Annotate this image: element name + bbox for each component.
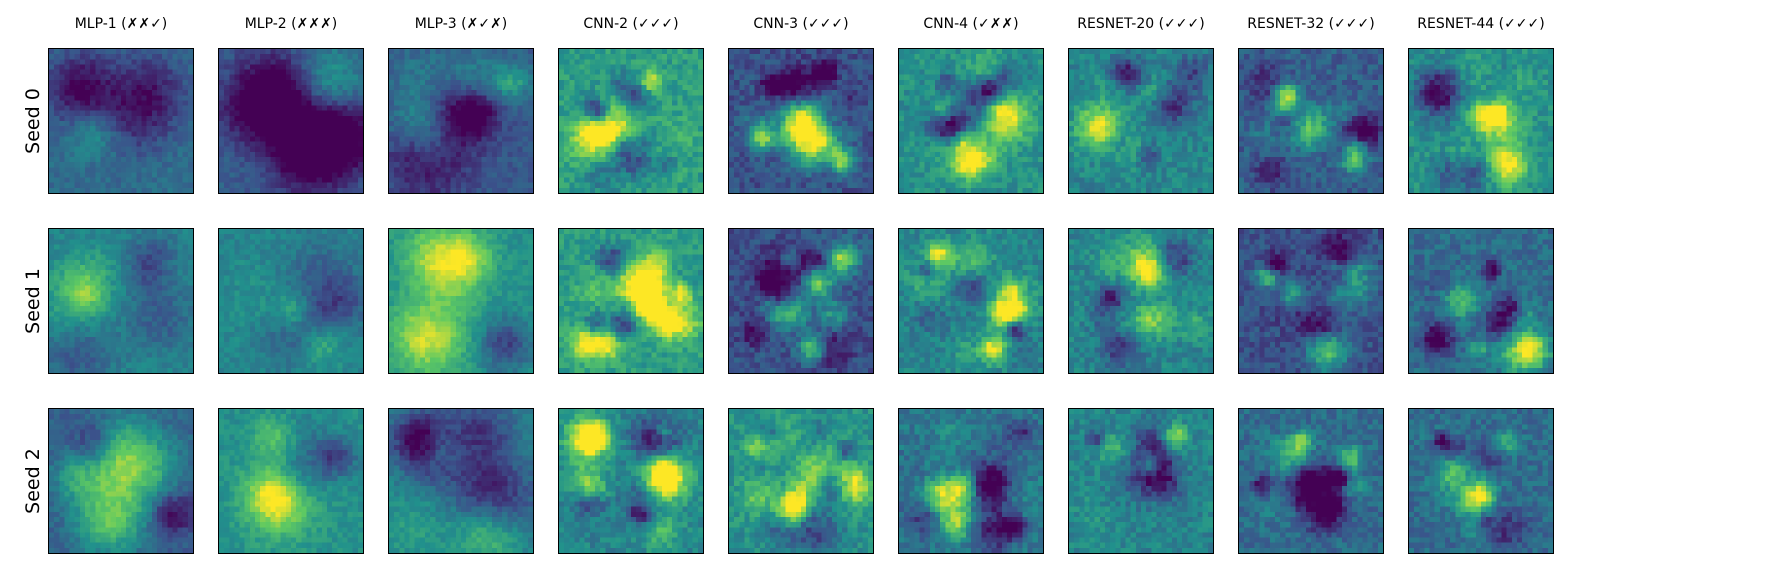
heatmap-panel xyxy=(728,408,874,554)
heatmap-image xyxy=(219,49,363,193)
heatmap-panel xyxy=(728,228,874,374)
heatmap-image xyxy=(729,49,873,193)
heatmap-panel xyxy=(1408,48,1554,194)
heatmap-image xyxy=(49,49,193,193)
row-label: Seed 1 xyxy=(18,228,48,374)
heatmap-image xyxy=(219,229,363,373)
heatmap-panel xyxy=(218,228,364,374)
heatmap-image xyxy=(1069,409,1213,553)
column-title: MLP-2 (✗✗✗) xyxy=(244,16,338,32)
heatmap-image xyxy=(729,409,873,553)
heatmap-panel xyxy=(388,408,534,554)
heatmap-image xyxy=(389,49,533,193)
column-title: CNN-4 (✓✗✗) xyxy=(923,16,1019,32)
heatmap-image xyxy=(559,49,703,193)
column-title: MLP-3 (✗✓✗) xyxy=(414,16,508,32)
heatmap-image xyxy=(559,229,703,373)
row-label-text: Seed 0 xyxy=(22,88,45,154)
heatmap-panel xyxy=(1068,48,1214,194)
heatmap-panel xyxy=(1068,408,1214,554)
heatmap-image xyxy=(389,229,533,373)
column-title: MLP-1 (✗✗✓) xyxy=(74,16,168,32)
column-title: RESNET-32 (✓✓✓) xyxy=(1247,16,1375,32)
column-title: RESNET-44 (✓✓✓) xyxy=(1417,16,1545,32)
heatmap-panel xyxy=(388,228,534,374)
column-title: CNN-3 (✓✓✓) xyxy=(753,16,849,32)
column-title: RESNET-20 (✓✓✓) xyxy=(1077,16,1205,32)
heatmap-panel xyxy=(218,408,364,554)
heatmap-panel xyxy=(1238,228,1384,374)
heatmap-image xyxy=(729,229,873,373)
heatmap-image xyxy=(1409,229,1553,373)
heatmap-panel xyxy=(48,228,194,374)
row-label-text: Seed 2 xyxy=(22,448,45,514)
heatmap-image xyxy=(1409,49,1553,193)
heatmap-panel xyxy=(1408,408,1554,554)
heatmap-panel xyxy=(558,408,704,554)
heatmap-image xyxy=(899,409,1043,553)
heatmap-panel xyxy=(558,228,704,374)
row-label-text: Seed 1 xyxy=(22,268,45,334)
heatmap-image xyxy=(389,409,533,553)
heatmap-image xyxy=(49,409,193,553)
row-label: Seed 0 xyxy=(18,48,48,194)
heatmap-panel xyxy=(388,48,534,194)
heatmap-panel xyxy=(1068,228,1214,374)
column-title: CNN-2 (✓✓✓) xyxy=(583,16,679,32)
heatmap-panel xyxy=(1238,48,1384,194)
heatmap-image xyxy=(1239,229,1383,373)
heatmap-image xyxy=(899,229,1043,373)
heatmap-image xyxy=(899,49,1043,193)
heatmap-image xyxy=(49,229,193,373)
heatmap-panel xyxy=(558,48,704,194)
heatmap-image xyxy=(1239,409,1383,553)
heatmap-image xyxy=(1239,49,1383,193)
heatmap-image xyxy=(219,409,363,553)
heatmap-panel xyxy=(898,48,1044,194)
heatmap-panel xyxy=(1238,408,1384,554)
heatmap-panel xyxy=(218,48,364,194)
heatmap-image xyxy=(1409,409,1553,553)
heatmap-panel xyxy=(48,408,194,554)
heatmap-panel xyxy=(898,228,1044,374)
heatmap-image xyxy=(1069,229,1213,373)
heatmap-image xyxy=(559,409,703,553)
heatmap-image xyxy=(1069,49,1213,193)
row-label: Seed 2 xyxy=(18,408,48,554)
heatmap-panel xyxy=(898,408,1044,554)
heatmap-panel xyxy=(1408,228,1554,374)
heatmap-panel xyxy=(728,48,874,194)
heatmap-panel xyxy=(48,48,194,194)
